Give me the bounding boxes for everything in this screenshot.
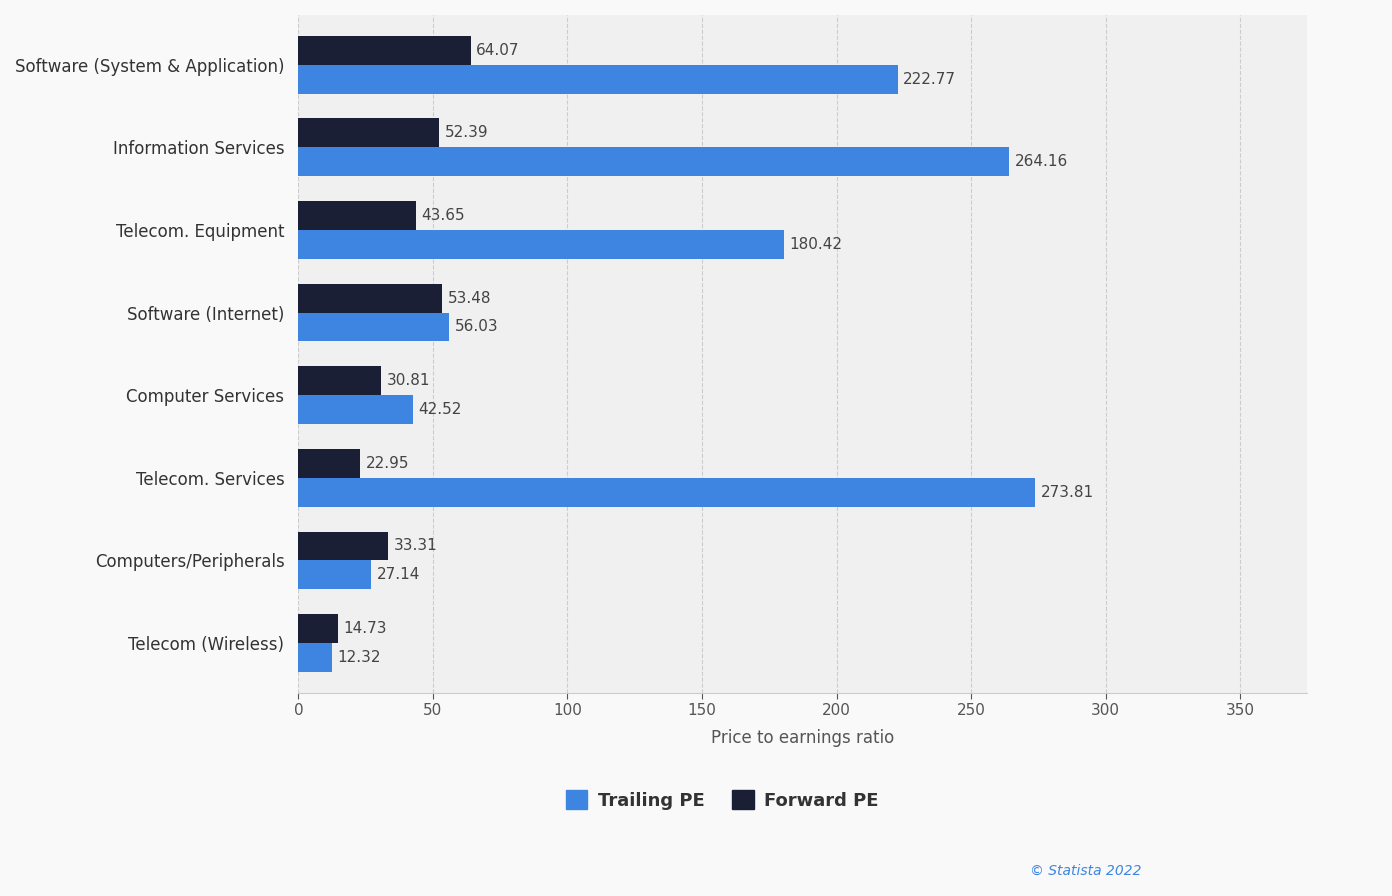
Text: 264.16: 264.16: [1015, 154, 1068, 169]
Bar: [298, 395, 413, 424]
Bar: [298, 230, 784, 259]
Text: 273.81: 273.81: [1040, 485, 1094, 500]
Bar: [298, 531, 388, 560]
Text: 52.39: 52.39: [444, 125, 489, 141]
Text: 56.03: 56.03: [455, 320, 498, 334]
Bar: [298, 449, 361, 478]
Text: 222.77: 222.77: [903, 72, 956, 87]
Bar: [298, 313, 450, 341]
Bar: [298, 284, 443, 313]
Bar: [298, 560, 372, 590]
Text: 12.32: 12.32: [337, 650, 380, 665]
Bar: [298, 147, 1009, 177]
Bar: [298, 201, 416, 230]
Text: 53.48: 53.48: [448, 290, 491, 306]
Text: 64.07: 64.07: [476, 43, 519, 57]
Text: 180.42: 180.42: [789, 237, 842, 252]
X-axis label: Price to earnings ratio: Price to earnings ratio: [711, 729, 895, 747]
Text: 27.14: 27.14: [377, 567, 420, 582]
Bar: [298, 65, 898, 93]
Bar: [298, 478, 1036, 507]
Text: 14.73: 14.73: [344, 621, 387, 636]
Legend: Trailing PE, Forward PE: Trailing PE, Forward PE: [558, 783, 887, 817]
Bar: [298, 118, 440, 147]
Bar: [298, 643, 331, 672]
Text: 43.65: 43.65: [422, 208, 465, 223]
Bar: [298, 36, 470, 65]
Text: 33.31: 33.31: [394, 538, 437, 554]
Text: © Statista 2022: © Statista 2022: [1030, 864, 1141, 878]
Text: 30.81: 30.81: [387, 374, 430, 388]
Text: 22.95: 22.95: [366, 456, 409, 470]
Bar: [298, 614, 338, 643]
Bar: [298, 366, 381, 395]
Text: 42.52: 42.52: [418, 402, 462, 418]
